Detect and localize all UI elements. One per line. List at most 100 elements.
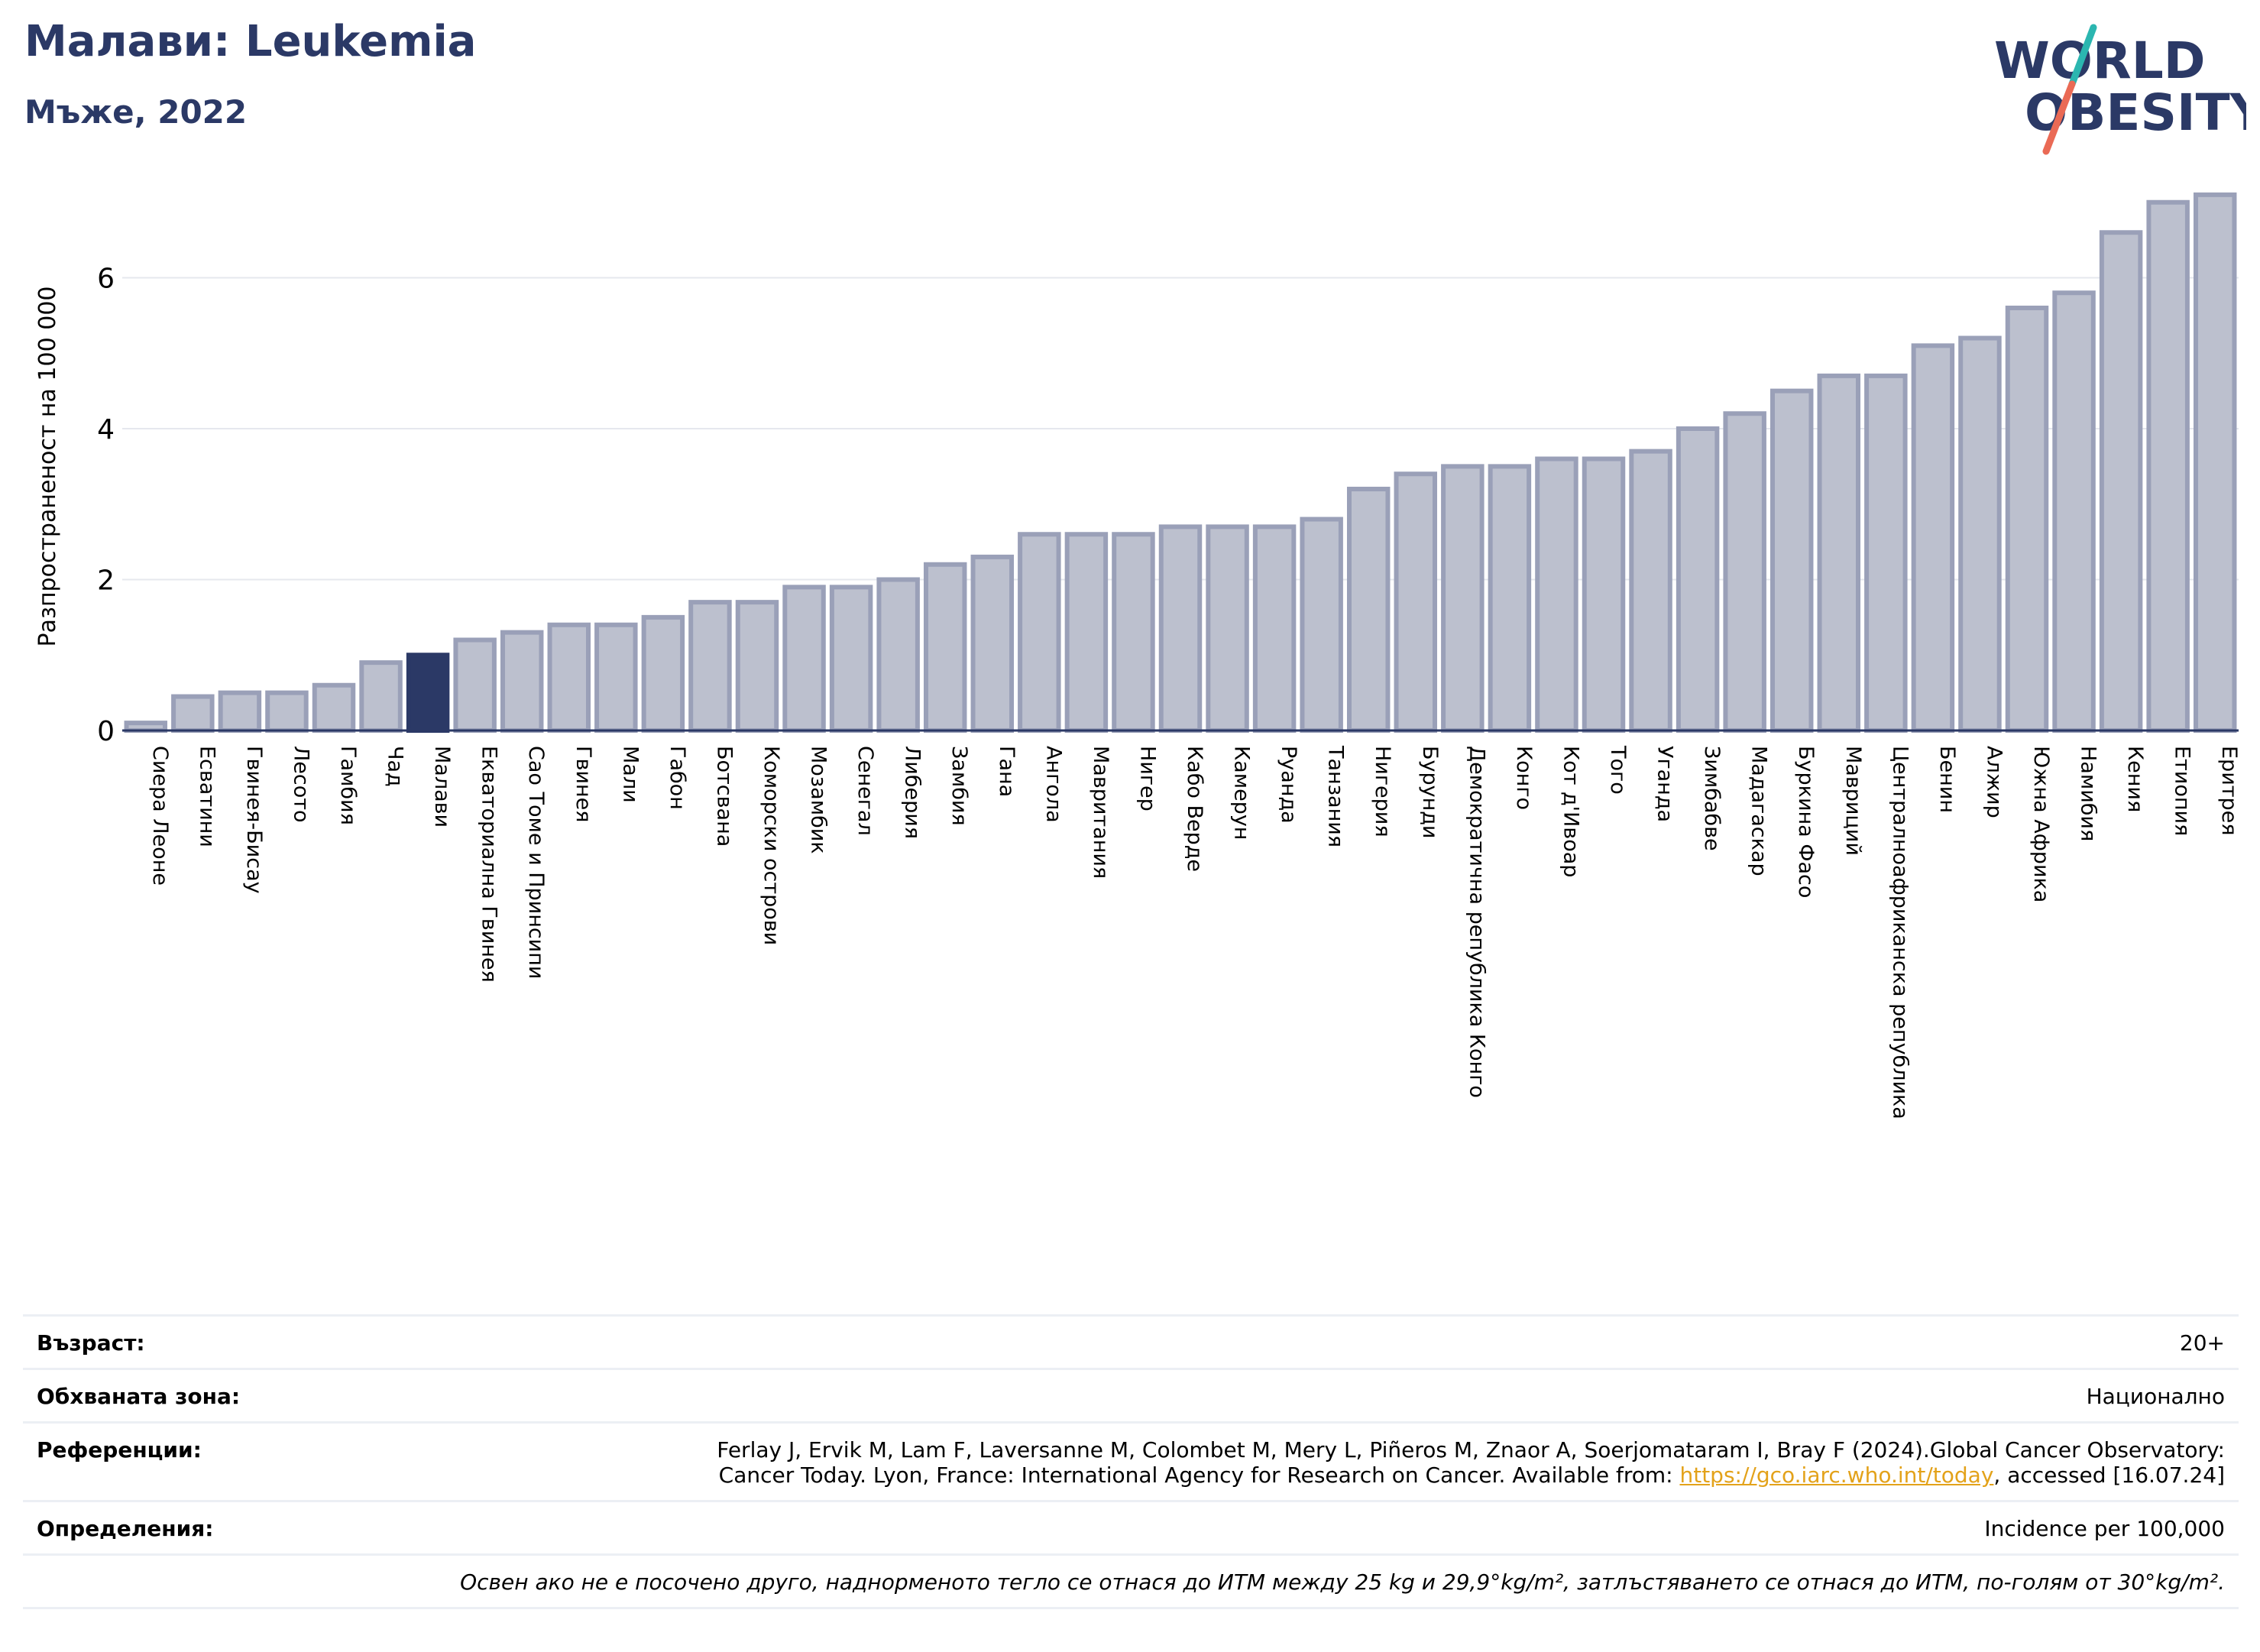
y-axis-ticks: 0 2 4 6 bbox=[97, 264, 115, 748]
x-category-label: Мавриций bbox=[1841, 746, 1865, 856]
coverage-value: Национално bbox=[2086, 1384, 2225, 1409]
x-category-label: Кот д'Ивоар bbox=[1559, 746, 1582, 877]
x-category-label: Габон bbox=[665, 746, 689, 810]
x-category-label: Замбия bbox=[947, 746, 971, 826]
x-category-label: Либерия bbox=[901, 746, 924, 839]
y-tick-label: 0 bbox=[97, 716, 115, 747]
bar bbox=[782, 585, 826, 733]
x-category-label: Демократична република Конго bbox=[1465, 746, 1488, 1098]
bar bbox=[970, 554, 1015, 733]
info-row-definitions: Определения: Incidence per 100,000 bbox=[23, 1500, 2239, 1553]
x-category-label: Конго bbox=[1512, 746, 1536, 810]
x-category-label: Кения bbox=[2123, 746, 2147, 812]
bar bbox=[171, 694, 215, 733]
x-category-label: Сенегал bbox=[853, 746, 877, 836]
x-category-label: Мадагаскар bbox=[1747, 746, 1771, 876]
bar bbox=[1817, 373, 1861, 733]
logo-slash-teal bbox=[2068, 24, 2097, 88]
bar bbox=[1769, 388, 1814, 733]
bar bbox=[829, 585, 873, 733]
info-row-age: Възраст: 20+ bbox=[23, 1314, 2239, 1368]
footnote-text: Освен ако не е посочено друго, наднормен… bbox=[460, 1569, 2225, 1595]
bar bbox=[547, 622, 591, 733]
references-label: Референции: bbox=[37, 1437, 202, 1463]
x-category-label: Нигер bbox=[1135, 746, 1159, 811]
bar bbox=[1441, 464, 1485, 733]
page-subtitle: Мъже, 2022 bbox=[24, 93, 248, 131]
bar bbox=[1864, 373, 1908, 733]
x-category-label: Уганда bbox=[1653, 746, 1677, 822]
x-category-label: Бурунди bbox=[1418, 746, 1442, 839]
y-tick-label: 2 bbox=[97, 565, 115, 597]
bar bbox=[1158, 524, 1203, 733]
bar bbox=[1346, 487, 1391, 733]
bar bbox=[1535, 456, 1578, 733]
bar bbox=[1300, 517, 1343, 733]
x-category-label: Кабо Верде bbox=[1183, 746, 1206, 872]
x-category-label: Ангола bbox=[1041, 746, 1065, 823]
bar bbox=[312, 682, 356, 733]
x-category-label: Сиера Леоне bbox=[148, 746, 172, 886]
bar bbox=[2005, 306, 2049, 733]
bar bbox=[2099, 230, 2143, 733]
x-category-label: Танзания bbox=[1324, 745, 1348, 847]
bar bbox=[876, 577, 920, 733]
bar bbox=[1582, 456, 1626, 733]
bar bbox=[1064, 532, 1109, 733]
definitions-value: Incidence per 100,000 bbox=[1984, 1516, 2225, 1541]
bar bbox=[1252, 524, 1297, 733]
y-tick-label: 6 bbox=[97, 264, 115, 295]
references-line-1: Ferlay J, Ervik M, Lam F, Laversanne M, … bbox=[717, 1437, 2225, 1463]
x-axis-labels: Сиера Леоне Есватини Гвинея-Бисау Лесото Гам… bbox=[148, 745, 2241, 1119]
x-category-label: Нигерия bbox=[1371, 746, 1394, 837]
x-category-label: Южна Африка bbox=[2029, 746, 2053, 902]
x-category-label: Лесото bbox=[289, 746, 312, 823]
x-category-label: Буркина Фасо bbox=[1794, 746, 1818, 898]
x-category-label: Гамбия bbox=[336, 746, 360, 825]
bar bbox=[594, 622, 638, 733]
x-category-label: Коморски острови bbox=[759, 746, 783, 945]
bar bbox=[1112, 532, 1155, 733]
references-value: Ferlay J, Ervik M, Lam F, Laversanne M, … bbox=[717, 1437, 2225, 1488]
bar bbox=[1911, 343, 1955, 733]
x-category-label: Зимбабве bbox=[1700, 746, 1724, 851]
x-category-label: Руанда bbox=[1277, 746, 1300, 824]
x-category-label: Еритрея bbox=[2217, 746, 2241, 835]
bar bbox=[1394, 471, 1438, 733]
bar bbox=[1206, 524, 1249, 733]
bar bbox=[923, 562, 967, 733]
x-category-label: Мозамбик bbox=[807, 746, 831, 854]
bar bbox=[2052, 290, 2096, 733]
y-axis-label: Разпространеност на 100 000 bbox=[34, 287, 61, 647]
bar bbox=[265, 690, 309, 733]
x-category-label: Гвинея-Бисау bbox=[242, 746, 266, 894]
age-value: 20+ bbox=[2179, 1330, 2225, 1356]
bar bbox=[2193, 192, 2237, 733]
bar bbox=[1723, 411, 1766, 733]
references-line-2-post: , accessed [16.07.24] bbox=[1993, 1463, 2225, 1488]
bar bbox=[1958, 335, 2002, 733]
y-tick-label: 4 bbox=[97, 414, 115, 445]
bar bbox=[453, 637, 497, 733]
x-category-label: Сао Томе и Принсипи bbox=[524, 746, 548, 979]
bar bbox=[359, 660, 403, 733]
x-category-label: Централноафриканска република bbox=[1888, 746, 1912, 1119]
logo-line-1: WORLD bbox=[1994, 31, 2206, 90]
bar bbox=[688, 600, 732, 733]
references-link[interactable]: https://gco.iarc.who.int/today bbox=[1679, 1463, 1994, 1488]
definitions-label: Определения: bbox=[37, 1516, 214, 1541]
x-category-label: Того bbox=[1606, 745, 1630, 795]
bar bbox=[1629, 449, 1672, 733]
bar bbox=[1488, 464, 1532, 733]
bar bbox=[1018, 532, 1061, 733]
info-row-coverage: Обхваната зона: Национално bbox=[23, 1368, 2239, 1421]
info-row-footnote: Освен ако не е посочено друго, наднормен… bbox=[23, 1553, 2239, 1609]
bar bbox=[2146, 199, 2190, 733]
bar bbox=[500, 630, 544, 733]
x-category-label: Малави bbox=[430, 746, 454, 828]
bar bbox=[218, 690, 262, 733]
x-category-label: Есватини bbox=[195, 746, 219, 847]
x-category-label: Камерун bbox=[1230, 746, 1254, 840]
x-category-label: Екваториална Гвинея bbox=[478, 746, 501, 983]
age-label: Възраст: bbox=[37, 1330, 145, 1356]
